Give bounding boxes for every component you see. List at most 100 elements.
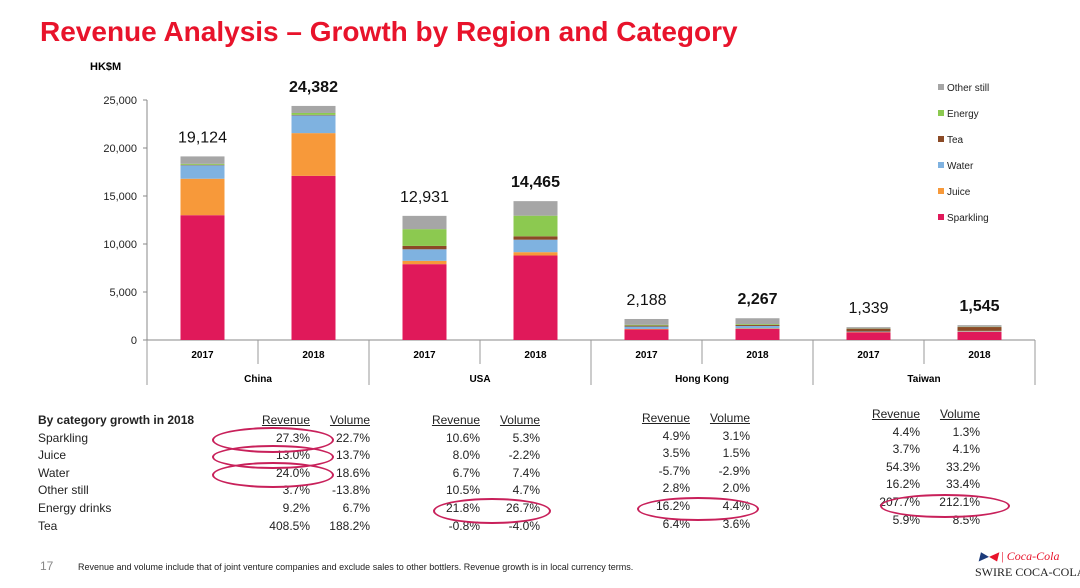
table-row: 10.6% 5.3% xyxy=(380,430,540,448)
x-tick-label: 2017 xyxy=(191,350,214,361)
table-row: 10.5% 4.7% xyxy=(380,482,540,500)
volume-value: -13.8% xyxy=(331,483,370,498)
total-label: 1,339 xyxy=(848,300,888,317)
volume-value: 18.6% xyxy=(335,465,370,480)
volume-value: 3.1% xyxy=(722,428,750,443)
bar-segment-other-still xyxy=(180,156,225,164)
highlight-ellipse xyxy=(637,497,759,521)
revenue-value: 54.3% xyxy=(885,459,920,474)
table-row: 16.2% 33.4% xyxy=(820,476,980,494)
bar-segment-sparkling xyxy=(957,331,1002,340)
volume-value: 33.2% xyxy=(945,459,980,474)
y-tick-label: 15,000 xyxy=(103,191,137,203)
x-tick-label: 2017 xyxy=(413,350,436,361)
total-label: 14,465 xyxy=(511,174,560,191)
legend-swatch xyxy=(938,84,944,90)
footnote: Revenue and volume include that of joint… xyxy=(78,562,634,572)
table-row: 3.5% 1.5% xyxy=(590,445,750,463)
revenue-value: 3.7% xyxy=(892,442,920,457)
total-label: 12,931 xyxy=(400,189,449,206)
x-tick-label: 2018 xyxy=(524,350,547,361)
y-axis-label: HK$M xyxy=(90,61,121,73)
bar-segment-energy xyxy=(735,324,780,326)
volume-header: Volume xyxy=(329,413,370,427)
group-label: Taiwan xyxy=(907,374,940,385)
volume-value: -2.2% xyxy=(508,448,540,463)
total-label: 19,124 xyxy=(178,129,227,146)
total-label: 24,382 xyxy=(289,79,338,96)
bar-segment-other-still xyxy=(291,105,336,113)
bar-segment-tea xyxy=(957,327,1002,331)
volume-value: 13.7% xyxy=(335,448,370,463)
bar-segment-sparkling xyxy=(624,329,669,340)
bar-segment-energy xyxy=(624,324,669,326)
bar-segment-other-still xyxy=(402,215,447,230)
table-row: 2.8% 2.0% xyxy=(590,480,750,498)
revenue-value: 16.2% xyxy=(885,477,920,492)
table-heading: By category growth in 2018 xyxy=(38,413,195,427)
swire-coca-cola-logo: ▶◀ | Coca-Cola SWIRE COCA-COLA xyxy=(975,549,1080,579)
revenue-header: Revenue xyxy=(261,413,310,427)
page-number: 17 xyxy=(40,559,54,573)
volume-value: 3.6% xyxy=(722,516,750,531)
bar-segment-water xyxy=(180,165,225,179)
volume-header: Volume xyxy=(499,413,540,427)
bar-segment-other-still xyxy=(735,318,780,325)
bar-segment-tea xyxy=(846,328,891,332)
total-label: 2,188 xyxy=(626,292,666,309)
volume-value: 22.7% xyxy=(335,430,370,445)
revenue-value: 10.5% xyxy=(445,483,480,498)
revenue-value: 9.2% xyxy=(282,500,310,515)
highlight-ellipse xyxy=(880,494,1010,518)
highlight-ellipse xyxy=(212,462,334,488)
category-label: Tea xyxy=(38,518,58,533)
legend-label: Sparkling xyxy=(947,213,989,224)
bar-segment-tea xyxy=(624,325,669,327)
bar-segment-sparkling xyxy=(513,255,558,340)
volume-value: 4.1% xyxy=(952,442,980,457)
bar-segment-water xyxy=(735,325,780,329)
revenue-value: 8.0% xyxy=(452,448,480,463)
y-tick-label: 10,000 xyxy=(103,239,137,251)
revenue-value: 3.5% xyxy=(662,446,690,461)
legend-label: Water xyxy=(947,161,974,172)
x-tick-label: 2018 xyxy=(746,350,769,361)
bar-segment-sparkling xyxy=(735,328,780,340)
table-row: 54.3% 33.2% xyxy=(820,459,980,477)
bar-segment-water xyxy=(402,249,447,261)
revenue-header: Revenue xyxy=(871,407,920,421)
bar-segment-water xyxy=(291,115,336,134)
revenue-value: 10.6% xyxy=(445,430,480,445)
volume-value: -2.9% xyxy=(718,463,750,478)
volume-value: 7.4% xyxy=(512,465,540,480)
legend-swatch xyxy=(938,188,944,194)
bar-segment-other-still xyxy=(513,201,558,216)
group-label: USA xyxy=(469,374,490,385)
legend-swatch xyxy=(938,136,944,142)
volume-value: 2.0% xyxy=(722,481,750,496)
category-label: Water xyxy=(38,465,70,480)
table-row: 8.0% -2.2% xyxy=(380,447,540,465)
x-tick-label: 2018 xyxy=(302,350,325,361)
table-row: Other still 3.7% -13.8% xyxy=(38,482,370,500)
bar-segment-energy xyxy=(513,215,558,237)
volume-value: 6.7% xyxy=(342,500,370,515)
revenue-value: -5.7% xyxy=(658,463,690,478)
legend-label: Other still xyxy=(947,83,989,94)
legend-swatch xyxy=(938,162,944,168)
revenue-value: 2.8% xyxy=(662,481,690,496)
group-label: China xyxy=(244,374,272,385)
bar-segment-tea xyxy=(402,245,447,250)
slide-title: Revenue Analysis – Growth by Region and … xyxy=(40,16,738,47)
revenue-value: 4.9% xyxy=(662,428,690,443)
table-row: Energy drinks 9.2% 6.7% xyxy=(38,500,370,518)
bar-segment-juice xyxy=(513,252,558,256)
total-label: 1,545 xyxy=(959,298,999,315)
legend-swatch xyxy=(938,214,944,220)
table-row: Tea 408.5% 188.2% xyxy=(38,518,370,536)
bar-segment-water xyxy=(957,330,1002,332)
y-tick-label: 25,000 xyxy=(103,95,137,107)
stacked-bar-chart: 0 5,000 10,000 15,000 20,000 25,000 HK$M 19,124… xyxy=(90,61,1036,385)
bar-segment-sparkling xyxy=(402,264,447,340)
